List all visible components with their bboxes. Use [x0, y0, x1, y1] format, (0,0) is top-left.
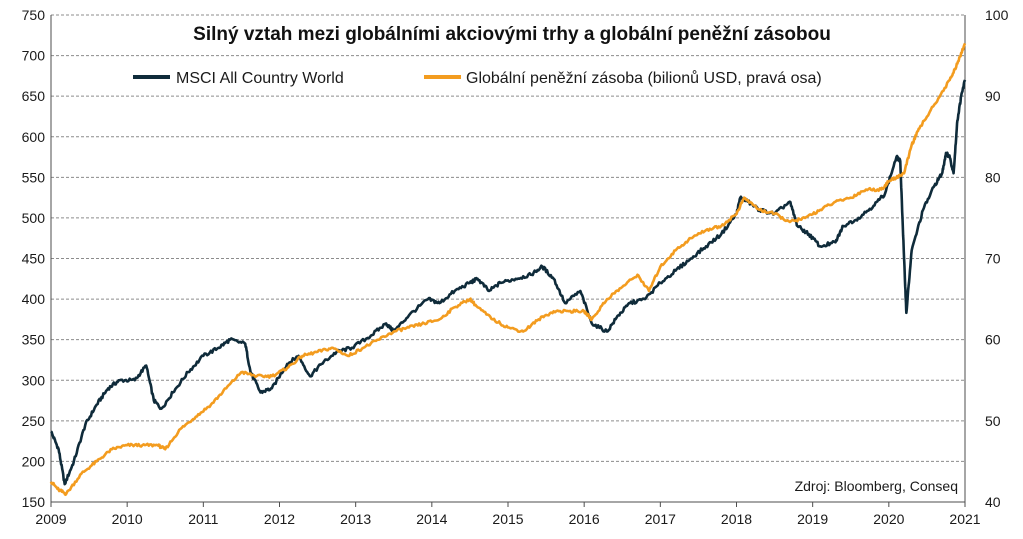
y-right-tick-50: 50 [985, 413, 1001, 429]
y-right-tick-90: 90 [985, 88, 1001, 104]
x-tick-2009: 2009 [35, 511, 66, 527]
y-left-tick-350: 350 [22, 332, 46, 348]
grid-lines [51, 14, 965, 462]
y-right-tick-100: 100 [985, 7, 1009, 23]
source-note: Zdroj: Bloomberg, Conseq [795, 478, 958, 494]
legend-label-money-supply: Globální peněžní zásoba (bilionů USD, pr… [466, 69, 822, 87]
y-left-tick-700: 700 [22, 48, 46, 64]
axes: 150 200 250 300 350 400 450 500 550 600 650 700 750 4… [22, 7, 1009, 527]
x-tick-2019: 2019 [797, 511, 828, 527]
y-left-tick-600: 600 [22, 129, 46, 145]
series-line-msci [50, 79, 967, 486]
x-tick-2012: 2012 [264, 511, 295, 527]
y-left-tick-450: 450 [22, 251, 46, 267]
y-left-tick-300: 300 [22, 372, 46, 388]
y-right-tick-80: 80 [985, 169, 1001, 185]
x-tick-2010: 2010 [112, 511, 143, 527]
y-left-tick-250: 250 [22, 413, 46, 429]
x-tick-2018: 2018 [721, 511, 752, 527]
x-tick-2020: 2020 [873, 511, 904, 527]
y-left-tick-650: 650 [22, 88, 46, 104]
y-left-tick-500: 500 [22, 210, 46, 226]
y-left-tick-750: 750 [22, 7, 46, 23]
series-line-money-supply [49, 42, 967, 497]
y-left-tick-150: 150 [22, 494, 46, 510]
y-right-tick-40: 40 [985, 494, 1001, 510]
y-left-tick-200: 200 [22, 453, 46, 469]
legend-label-msci: MSCI All Country World [176, 70, 344, 87]
x-tick-2014: 2014 [416, 511, 447, 527]
x-tick-2011: 2011 [188, 511, 218, 527]
y-left-tick-400: 400 [22, 291, 46, 307]
y-right-tick-70: 70 [985, 251, 1001, 267]
chart-title: Silný vztah mezi globálními akciovými tr… [193, 24, 831, 45]
x-tick-2015: 2015 [492, 511, 523, 527]
x-tick-2017: 2017 [645, 511, 676, 527]
y-right-tick-60: 60 [985, 332, 1001, 348]
series-lines [49, 42, 967, 497]
y-left-tick-550: 550 [22, 169, 46, 185]
x-tick-2021: 2021 [949, 511, 980, 527]
legend: MSCI All Country World Globální peněžní … [133, 69, 822, 87]
x-tick-2013: 2013 [340, 511, 371, 527]
x-tick-2016: 2016 [569, 511, 600, 527]
